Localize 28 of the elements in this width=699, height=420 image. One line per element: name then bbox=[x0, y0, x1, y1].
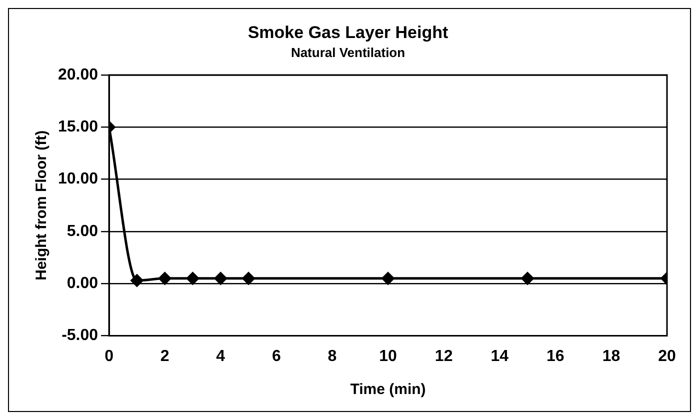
y-tick-label: -5.00 bbox=[62, 327, 98, 344]
x-tick-label: 2 bbox=[160, 348, 170, 365]
y-tick-label: 20.00 bbox=[58, 66, 98, 84]
point bbox=[130, 274, 144, 287]
point bbox=[186, 272, 199, 285]
point bbox=[382, 272, 394, 285]
x-tick-label: 20 bbox=[658, 348, 676, 365]
point bbox=[158, 272, 172, 285]
point bbox=[242, 272, 255, 285]
y-tick-label: 10.00 bbox=[58, 170, 98, 188]
x-tick-label: 4 bbox=[216, 348, 226, 365]
x-tick-label: 18 bbox=[602, 348, 620, 365]
x-tick-label: 6 bbox=[272, 348, 281, 365]
x-tick-label: 8 bbox=[328, 348, 337, 365]
x-axis-title: Time (min) bbox=[350, 381, 426, 398]
y-tick-label: 15.00 bbox=[58, 118, 98, 136]
y-axis-title: Height from Floor (ft) bbox=[33, 130, 50, 280]
chart-subtitle: Natural Ventilation bbox=[290, 44, 406, 60]
x-tick-label: 10 bbox=[379, 348, 398, 365]
point bbox=[214, 272, 227, 285]
point bbox=[521, 272, 534, 285]
x-tick-label: 12 bbox=[434, 348, 453, 365]
chart-title: Smoke Gas Layer Height bbox=[248, 22, 448, 42]
x-tick-label: 14 bbox=[490, 348, 509, 365]
x-tick-label: 16 bbox=[546, 348, 564, 365]
y-tick-label: 5.00 bbox=[66, 222, 98, 240]
y-tick-label: 0.00 bbox=[66, 275, 98, 292]
x-tick-label: 0 bbox=[104, 348, 114, 365]
